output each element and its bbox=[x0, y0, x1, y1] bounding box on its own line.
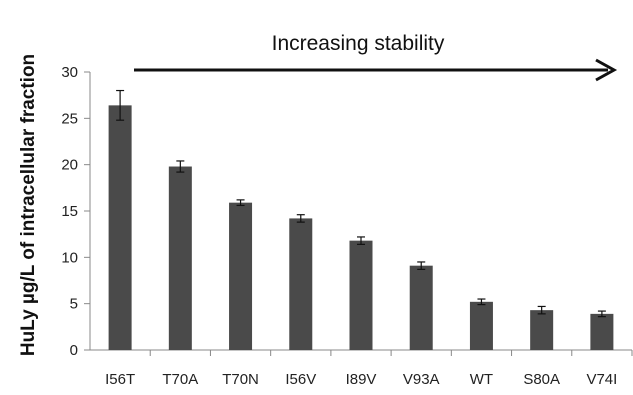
y-tick-label: 25 bbox=[61, 110, 78, 127]
bar bbox=[469, 301, 493, 350]
y-tick-label: 30 bbox=[61, 64, 78, 81]
y-axis: 0 5 10 15 20 25 30 bbox=[61, 64, 91, 359]
bar bbox=[108, 105, 132, 350]
y-tick-label: 0 bbox=[70, 342, 78, 359]
x-tick-label: WT bbox=[470, 371, 493, 388]
bar bbox=[289, 218, 313, 350]
y-tick-label: 20 bbox=[61, 157, 78, 174]
x-tick-label: V74I bbox=[586, 371, 617, 388]
bar bbox=[349, 240, 373, 350]
bar bbox=[409, 265, 433, 350]
y-tick-label: 10 bbox=[61, 249, 78, 266]
x-tick-label: T70A bbox=[162, 371, 198, 388]
y-tick-label: 5 bbox=[70, 296, 78, 313]
bar bbox=[229, 202, 253, 350]
x-axis: I56T T70A T70N I56V I89V V93A WT S80A V74I bbox=[90, 349, 633, 388]
x-tick-label: T70N bbox=[222, 371, 259, 388]
bar bbox=[168, 166, 192, 350]
x-tick-label: I56T bbox=[105, 371, 135, 388]
y-axis-label: HuLy µg/L of intracellular fraction bbox=[18, 54, 39, 356]
bar bbox=[590, 313, 614, 350]
x-tick-label: I89V bbox=[346, 371, 377, 388]
x-tick-label: I56V bbox=[285, 371, 316, 388]
y-tick-label: 15 bbox=[61, 203, 78, 220]
bars bbox=[108, 105, 614, 350]
x-tick-label: V93A bbox=[403, 371, 440, 388]
x-tick-label: S80A bbox=[523, 371, 560, 388]
increasing-stability-arrow bbox=[134, 58, 618, 82]
annotation-text: Increasing stability bbox=[272, 32, 445, 55]
error-bars bbox=[116, 89, 606, 318]
bar bbox=[530, 310, 554, 350]
